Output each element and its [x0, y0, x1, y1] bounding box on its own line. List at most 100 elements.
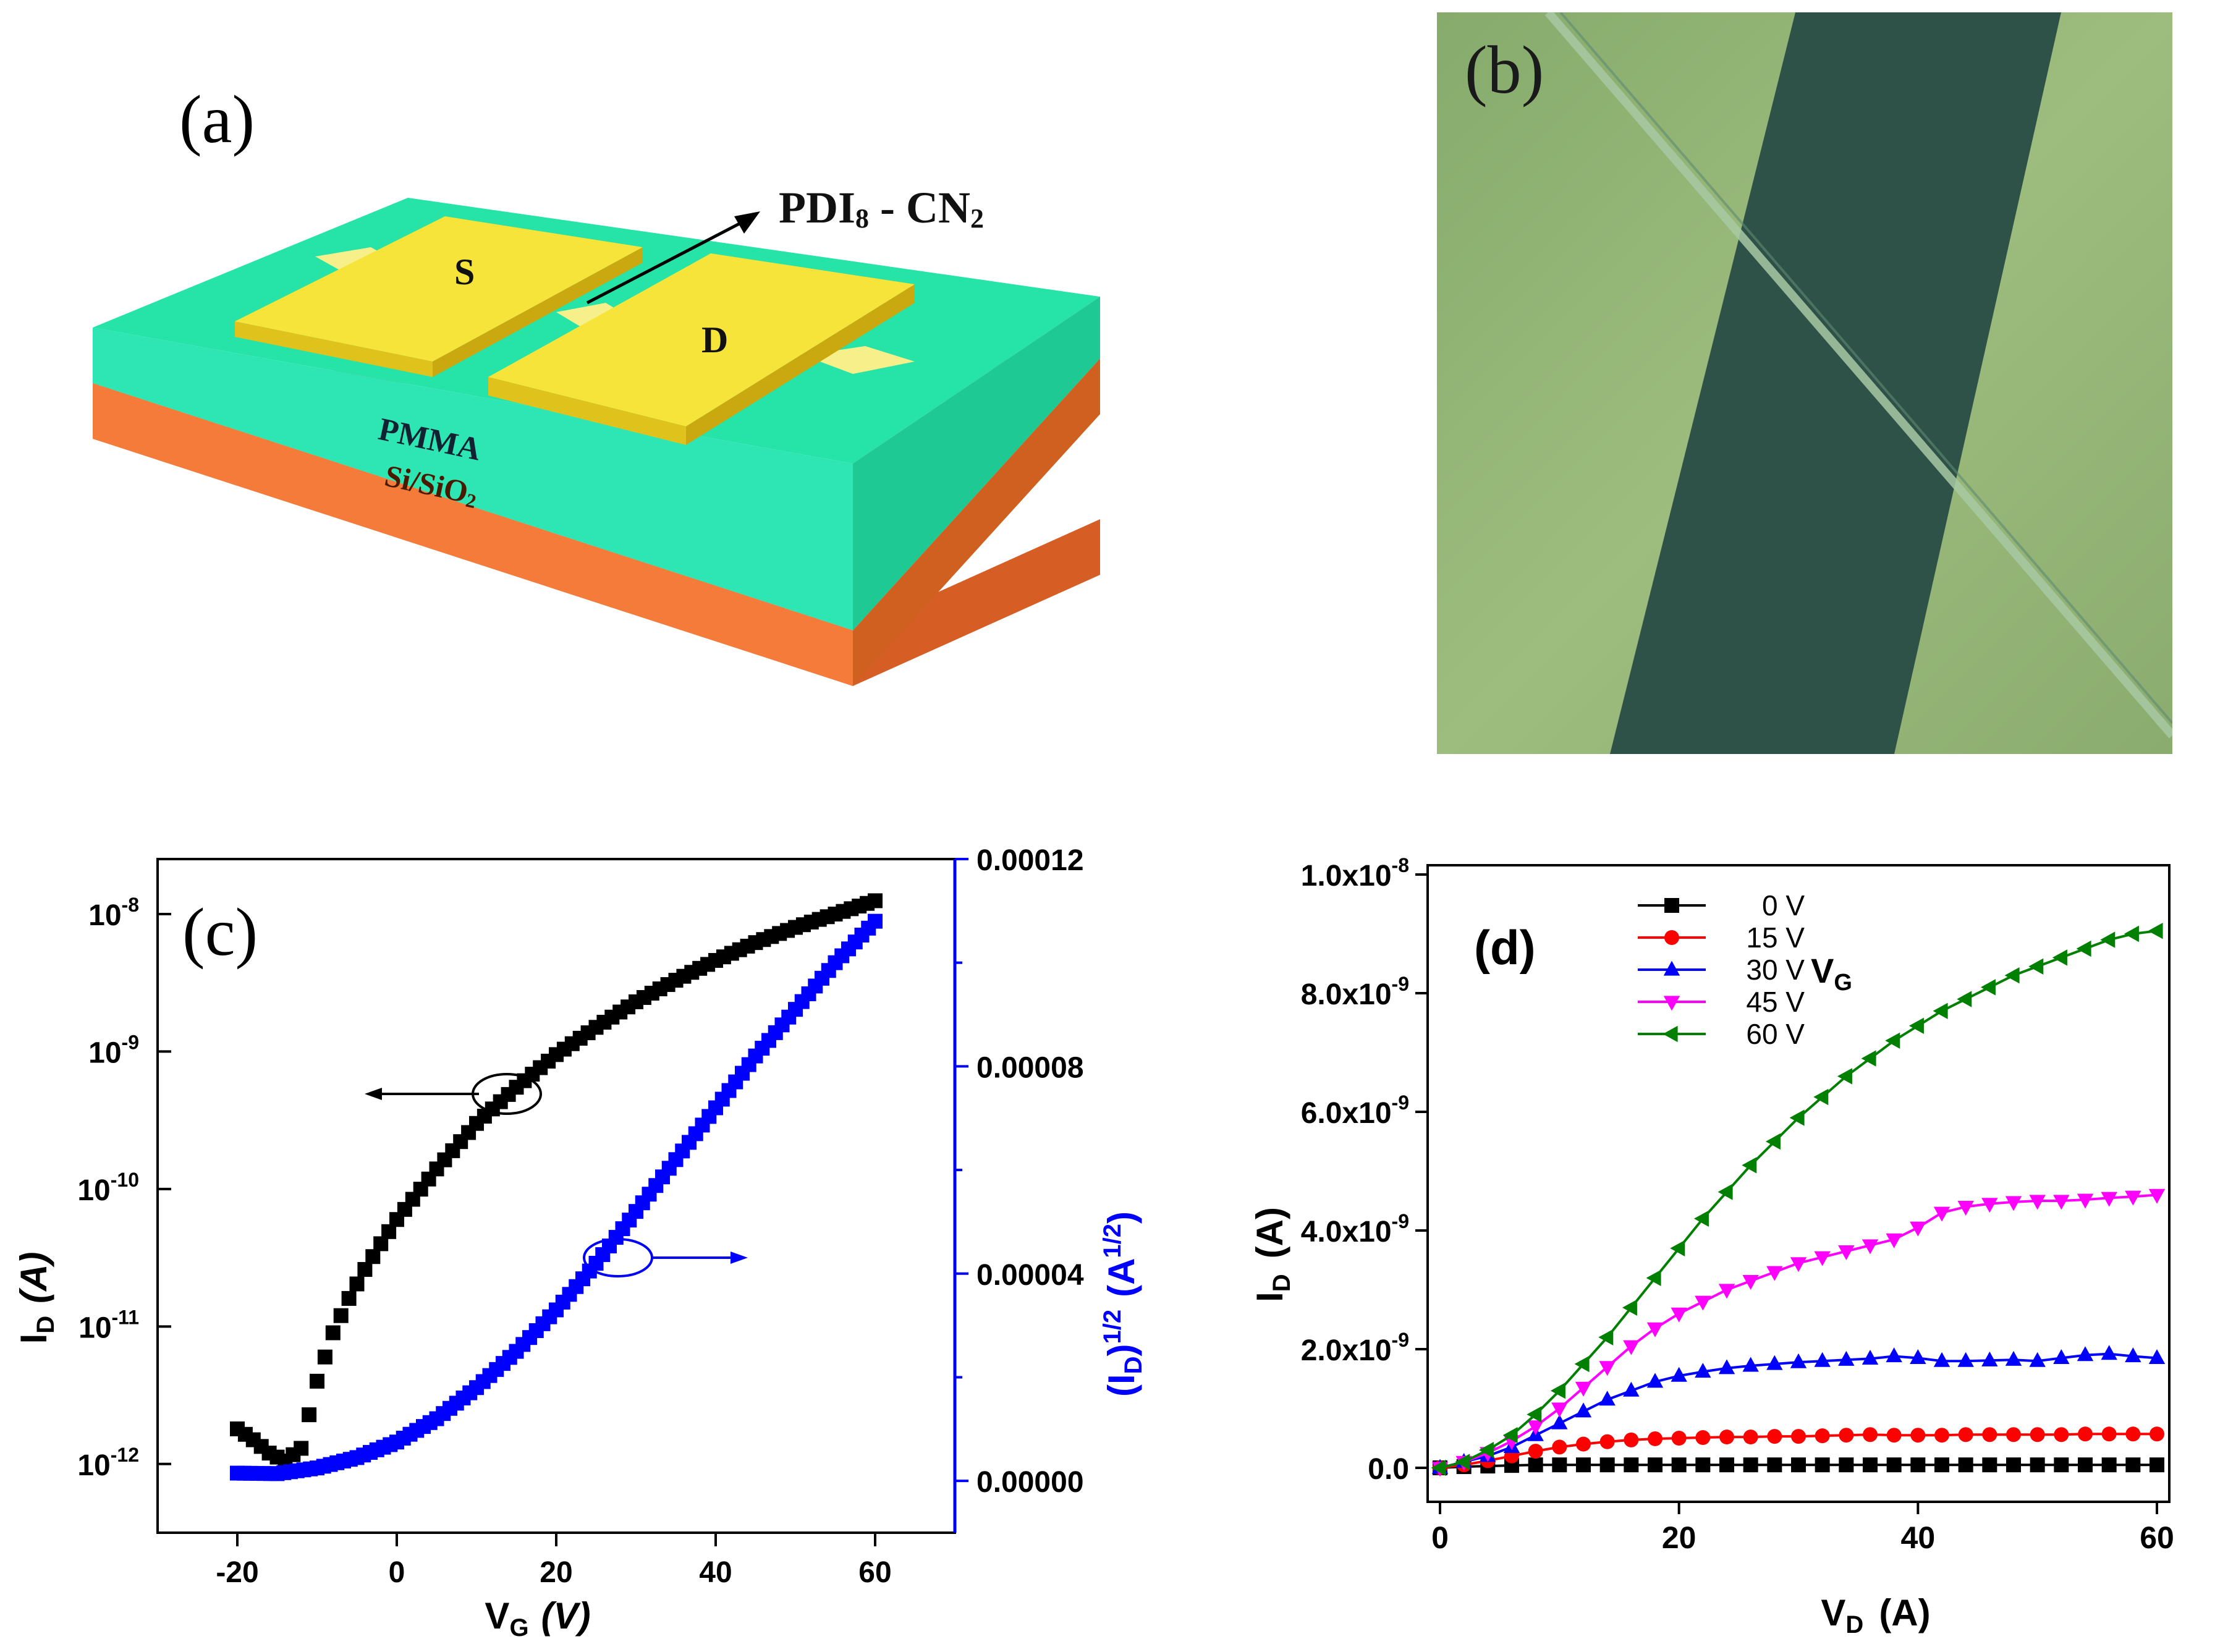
d-point-0: [1743, 1457, 1758, 1473]
panel-a-device-schematic: (a) PDI8 - CN2 S D PMMA Si/SiO2: [62, 49, 1143, 698]
d-point-3: [1599, 1361, 1616, 1376]
d-point-1: [2054, 1427, 2069, 1442]
output-chart-svg: 0 20 40 60 1.0x10-8 8.0x10-9 6.0x10-9 4.0x10-9 2…: [1249, 854, 2174, 1638]
d-point-1: [1982, 1427, 1997, 1442]
d-point-4: [1670, 1240, 1685, 1256]
d-point-1: [1695, 1430, 1711, 1446]
d-point-0: [2054, 1457, 2069, 1473]
d-xtick-label: 20: [1662, 1520, 1696, 1555]
panel-b-micrograph: (b): [1437, 9, 2176, 754]
d-point-0: [1648, 1457, 1663, 1473]
d-point-2: [1790, 1353, 1807, 1368]
d-point-3: [1551, 1402, 1568, 1418]
d-point-2: [1862, 1349, 1879, 1365]
d-legend-label-3: 45 V: [1746, 986, 1805, 1018]
c-xtick-label: 40: [699, 1556, 732, 1589]
c-point-id-log: [349, 1276, 365, 1292]
d-ylabel: ID(A): [1249, 1207, 1295, 1302]
d-legend-label-1: 15 V: [1746, 921, 1805, 954]
d-xlabel: VD (A): [1821, 1592, 1930, 1638]
d-point-1: [1671, 1431, 1687, 1446]
d-point-2: [1742, 1357, 1759, 1372]
d-point-2: [1910, 1349, 1926, 1364]
d-point-0: [1624, 1457, 1639, 1473]
d-point-0: [1910, 1457, 1926, 1473]
drain-electrode-side: [686, 284, 915, 445]
d-point-4: [1837, 1068, 1852, 1085]
c-ytick-right-label: 0.00000: [976, 1466, 1084, 1499]
d-xtick-label: 40: [1901, 1520, 1936, 1555]
c-point-id-log: [868, 893, 883, 909]
d-point-1: [1958, 1427, 1973, 1442]
d-point-4: [1598, 1329, 1614, 1345]
d-point-0: [1576, 1457, 1591, 1473]
d-point-1: [1552, 1439, 1567, 1455]
c-xtick-label: 20: [540, 1556, 572, 1589]
c-xtick-label: 0: [389, 1556, 405, 1589]
d-point-1: [1791, 1429, 1806, 1444]
d-point-4: [1813, 1088, 1829, 1106]
d-point-1: [1839, 1428, 1854, 1443]
d-point-4: [1431, 1459, 1446, 1476]
d-legend-marker-3: [1663, 996, 1680, 1011]
drain-electrode-front: [488, 377, 686, 445]
c-point-id-log: [294, 1441, 309, 1456]
c-ylabel-right: (ID)1/2(A1/2): [1099, 1211, 1147, 1397]
c-point-sqrt-id: [868, 913, 883, 929]
d-point-1: [2006, 1427, 2021, 1442]
d-point-2: [1551, 1414, 1568, 1430]
source-electrode-front: [235, 321, 433, 377]
panel-label-a: (a): [179, 82, 255, 157]
channel-dark-band: [1610, 12, 2061, 754]
d-point-1: [1863, 1427, 1878, 1442]
c-point-id-log: [310, 1373, 324, 1389]
d-legend-marker-0: [1664, 898, 1679, 913]
d-point-1: [1886, 1428, 1902, 1443]
c-ytick-left-label: 10-8: [88, 894, 139, 932]
d-point-2: [2101, 1345, 2117, 1360]
d-point-3: [1838, 1245, 1855, 1260]
d-legend-label-4: 60 V: [1746, 1018, 1805, 1050]
d-point-4: [1502, 1427, 1518, 1444]
d-point-4: [1574, 1355, 1590, 1373]
d-point-4: [1742, 1157, 1757, 1174]
d-point-3: [2125, 1190, 2141, 1206]
c-ytick-left-label: 10-10: [77, 1169, 139, 1207]
d-point-0: [1958, 1457, 1973, 1473]
c-xtick-label: 60: [858, 1556, 891, 1589]
d-point-2: [1646, 1373, 1664, 1388]
d-series-line-3: [1439, 1193, 2158, 1469]
c-point-id-log: [325, 1325, 341, 1341]
d-point-0: [1839, 1457, 1854, 1473]
d-point-3: [1742, 1275, 1759, 1290]
panel-label-d: (d): [1474, 920, 1536, 975]
panel-label-c: (c): [182, 894, 258, 970]
d-legend-marker-1: [1664, 930, 1679, 945]
d-point-3: [1910, 1221, 1926, 1237]
c-point-id-log: [317, 1349, 333, 1365]
d-ytick-label: 2.0x10-9: [1301, 1329, 1409, 1367]
d-point-3: [1695, 1295, 1711, 1311]
d-point-2: [2077, 1346, 2094, 1362]
d-point-3: [2005, 1196, 2022, 1211]
pmma-side: [853, 297, 1100, 630]
d-point-3: [1933, 1206, 1951, 1222]
d-point-2: [1695, 1363, 1711, 1378]
pdi-material-label: PDI8 - CN2: [779, 183, 984, 234]
c-point-id-log: [333, 1308, 349, 1323]
d-point-3: [1886, 1233, 1902, 1248]
d-point-3: [2148, 1188, 2166, 1204]
crystal-ribbon-shadow: [1559, 11, 2174, 724]
d-legend-title: VG: [1811, 951, 1852, 996]
d-point-0: [1886, 1457, 1902, 1473]
d-point-4: [2076, 940, 2091, 957]
d-point-0: [1599, 1457, 1615, 1473]
d-point-2: [1575, 1402, 1592, 1418]
d-point-3: [1575, 1381, 1592, 1397]
d-point-4: [1693, 1210, 1709, 1227]
panel-c-transfer-chart: -20 0 20 40 60 10-8 10-9 10-10 10-11 10-12 0.00012…: [0, 822, 1174, 1649]
d-point-1: [2078, 1426, 2093, 1442]
d-point-0: [2150, 1457, 2164, 1473]
d-ytick-label: 0.0: [1368, 1453, 1409, 1486]
d-point-1: [1576, 1436, 1591, 1452]
